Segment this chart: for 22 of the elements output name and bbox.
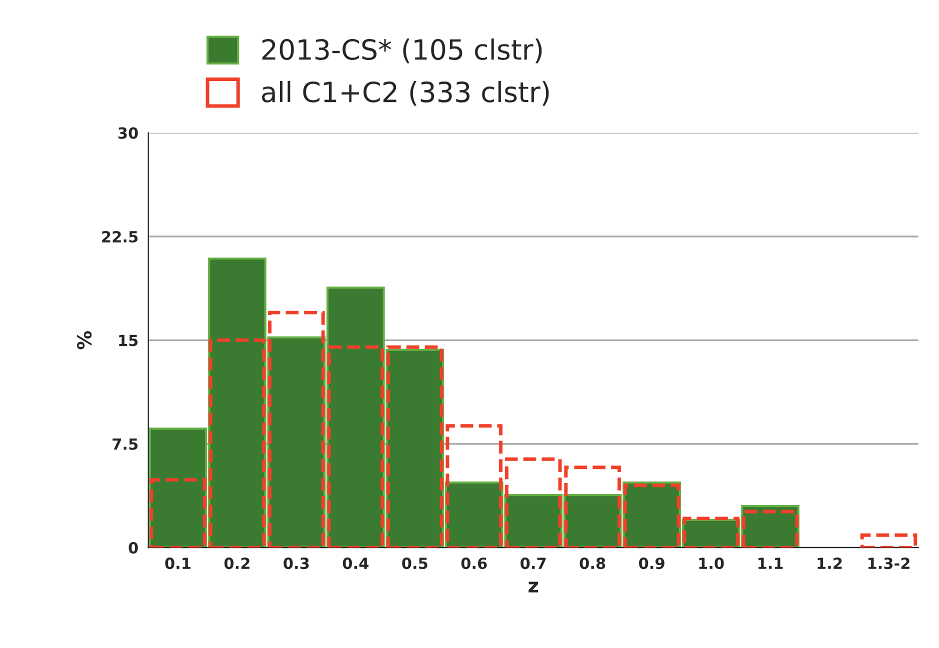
x-tick-label: 0.7 — [520, 558, 546, 570]
y-tick-label: 15 — [119, 334, 138, 346]
x-tick-label: 1.1 — [758, 558, 783, 569]
x-tick-label: 0.6 — [461, 558, 487, 570]
y-tick-label: 22.5 — [102, 230, 138, 243]
x-tick-label: 1.3-2 — [868, 558, 910, 570]
x-tick-label: 0.1 — [165, 558, 190, 570]
y-tick-label: 7.5 — [112, 438, 138, 450]
legend-label: all C1+C2 (333 clstr) — [262, 80, 549, 106]
x-tick-label: 1.0 — [699, 558, 724, 570]
legend-label: 2013-CS* (105 clstr) — [262, 38, 542, 64]
y-axis-title: % — [76, 331, 92, 350]
y-tick-label: 0 — [128, 542, 138, 554]
y-tick-label: 30 — [118, 127, 138, 139]
x-tick-label: 1.2 — [818, 558, 842, 569]
x-tick-label: 0.5 — [402, 558, 428, 570]
x-tick-label: 0.9 — [639, 558, 664, 570]
x-tick-label: 0.2 — [224, 558, 250, 570]
x-axis-title: z — [528, 582, 538, 592]
x-tick-label: 0.8 — [580, 558, 606, 570]
x-tick-label: 0.4 — [342, 558, 368, 570]
x-tick-label: 0.3 — [284, 558, 309, 570]
